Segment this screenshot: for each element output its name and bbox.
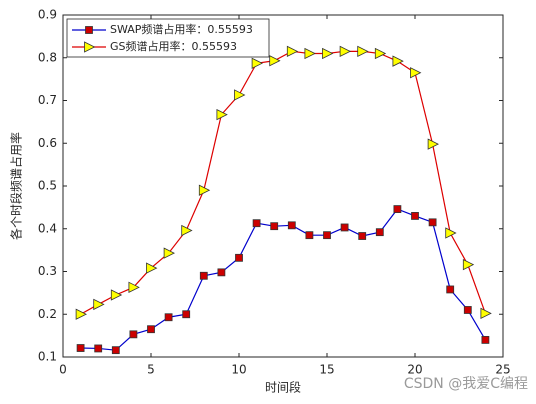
data-point bbox=[216, 108, 228, 121]
x-tick-label: 10 bbox=[231, 363, 246, 377]
y-tick-label: 0.1 bbox=[38, 350, 57, 364]
data-point bbox=[198, 184, 211, 196]
x-tick-label: 25 bbox=[495, 363, 510, 377]
data-point bbox=[358, 232, 367, 240]
x-tick-label: 15 bbox=[319, 363, 334, 377]
data-point bbox=[199, 271, 208, 280]
data-point bbox=[410, 67, 422, 79]
data-point bbox=[287, 221, 296, 230]
data-point bbox=[304, 47, 316, 60]
data-point bbox=[462, 259, 475, 271]
data-point bbox=[393, 205, 402, 213]
data-point bbox=[270, 222, 279, 231]
data-point bbox=[129, 330, 138, 339]
data-point bbox=[181, 224, 193, 237]
data-point bbox=[445, 227, 457, 239]
data-point bbox=[235, 253, 243, 262]
data-point bbox=[252, 219, 261, 228]
legend-label: GS频谱占用率：0.55593 bbox=[110, 39, 237, 53]
data-point bbox=[94, 344, 103, 353]
data-point bbox=[163, 247, 175, 259]
data-point bbox=[93, 298, 105, 311]
x-tick-label: 0 bbox=[59, 363, 67, 377]
data-point bbox=[128, 281, 140, 293]
data-point bbox=[375, 228, 384, 237]
y-tick-label: 0.8 bbox=[38, 50, 57, 64]
data-point bbox=[164, 313, 173, 322]
data-point bbox=[269, 55, 281, 67]
data-point bbox=[305, 231, 314, 240]
data-point bbox=[323, 231, 331, 240]
watermark: CSDN @我爱C编程 bbox=[404, 376, 528, 392]
data-point bbox=[340, 223, 349, 232]
x-tick-label: 5 bbox=[147, 363, 155, 377]
data-point bbox=[322, 47, 334, 60]
data-point bbox=[428, 218, 437, 227]
y-axis-label: 各个时段频谱占用率 bbox=[9, 132, 24, 240]
y-tick-label: 0.2 bbox=[38, 307, 57, 321]
data-point bbox=[146, 262, 158, 274]
data-point bbox=[481, 335, 490, 344]
y-tick-label: 0.4 bbox=[38, 221, 57, 235]
legend-box bbox=[66, 18, 270, 58]
y-tick-label: 0.6 bbox=[38, 136, 57, 150]
y-tick-label: 0.5 bbox=[38, 179, 57, 193]
data-point bbox=[76, 344, 85, 352]
y-tick-label: 0.9 bbox=[38, 8, 57, 22]
data-point bbox=[446, 285, 455, 294]
y-tick-label: 0.3 bbox=[38, 264, 57, 278]
x-axis-label: 时间段 bbox=[265, 380, 301, 395]
x-tick-label: 20 bbox=[407, 363, 422, 377]
data-point bbox=[374, 47, 387, 60]
legend-marker bbox=[85, 26, 93, 34]
data-point bbox=[234, 89, 246, 101]
plot-frame bbox=[62, 14, 504, 358]
data-point bbox=[217, 268, 226, 277]
y-tick-label: 0.7 bbox=[38, 93, 57, 107]
data-point bbox=[463, 306, 472, 314]
data-point bbox=[110, 289, 123, 301]
data-point bbox=[427, 138, 439, 150]
data-point bbox=[286, 45, 299, 57]
data-point bbox=[392, 55, 404, 67]
data-point bbox=[357, 45, 369, 57]
legend-label: SWAP频谱占用率：0.55593 bbox=[110, 22, 253, 36]
legend-marker bbox=[84, 41, 96, 53]
data-point bbox=[111, 346, 120, 355]
data-point bbox=[339, 45, 351, 57]
data-point bbox=[251, 57, 263, 69]
data-point bbox=[147, 325, 155, 334]
data-point bbox=[411, 212, 419, 220]
data-point bbox=[182, 310, 191, 319]
data-point bbox=[480, 307, 492, 320]
data-point bbox=[75, 308, 87, 320]
